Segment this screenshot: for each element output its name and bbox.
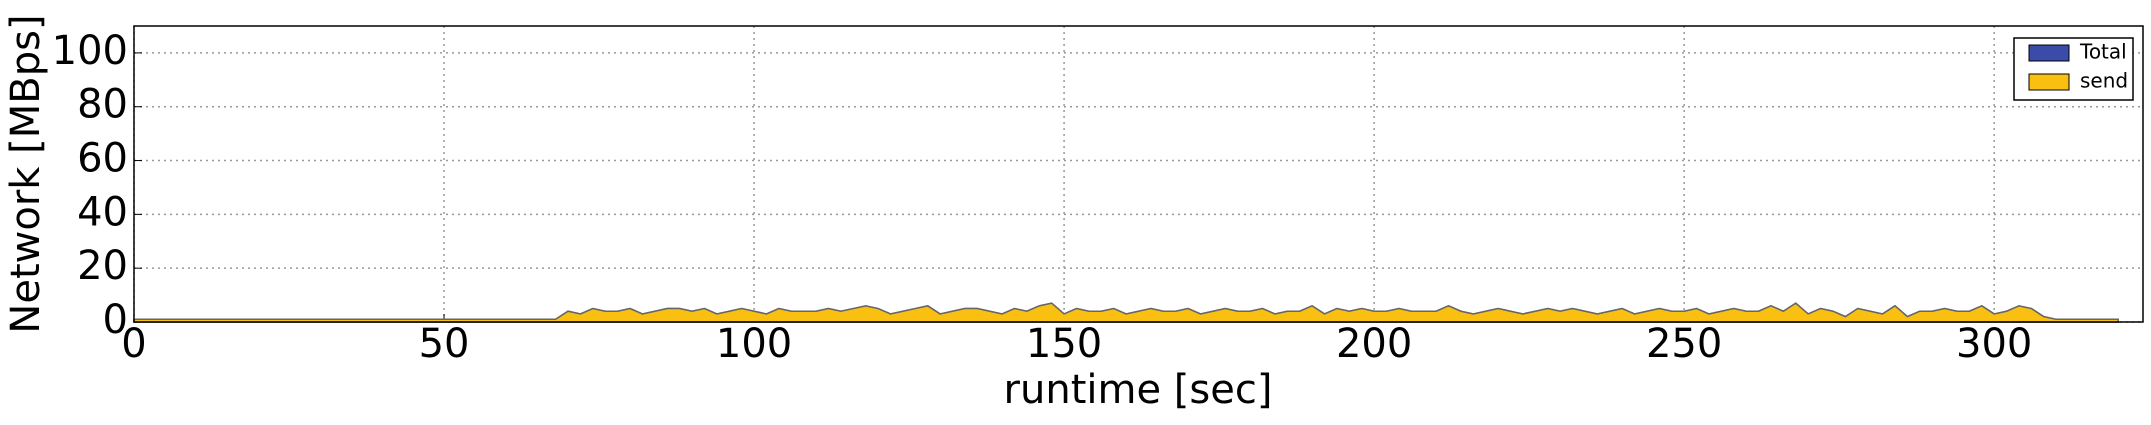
- area: [133, 302, 2119, 323]
- legend-label: send: [2080, 69, 2128, 93]
- y-tick-label: 20: [77, 243, 128, 289]
- x-tick-label: 0: [121, 321, 146, 367]
- y-tick-label: 40: [77, 189, 128, 235]
- x-axis-label: runtime [sec]: [1004, 367, 1273, 413]
- y-axis-label: Network [MBps]: [3, 14, 49, 333]
- legend-swatch: [2028, 73, 2070, 91]
- x-tick-label: 300: [1956, 321, 2032, 367]
- x-tick-label: 50: [419, 321, 470, 367]
- y-tick-label: 100: [52, 28, 128, 74]
- y-tick-label: 60: [77, 136, 128, 182]
- y-tick-label: 0: [103, 297, 128, 343]
- x-tick-label: 250: [1646, 321, 1722, 367]
- x-tick-label: 150: [1026, 321, 1102, 367]
- y-tick-label: 80: [77, 82, 128, 128]
- legend-label: Total: [2079, 40, 2127, 64]
- legend-swatch: [2028, 44, 2070, 62]
- x-tick-label: 200: [1336, 321, 1412, 367]
- x-tick-label: 100: [716, 321, 792, 367]
- plot-frame: [133, 25, 2144, 323]
